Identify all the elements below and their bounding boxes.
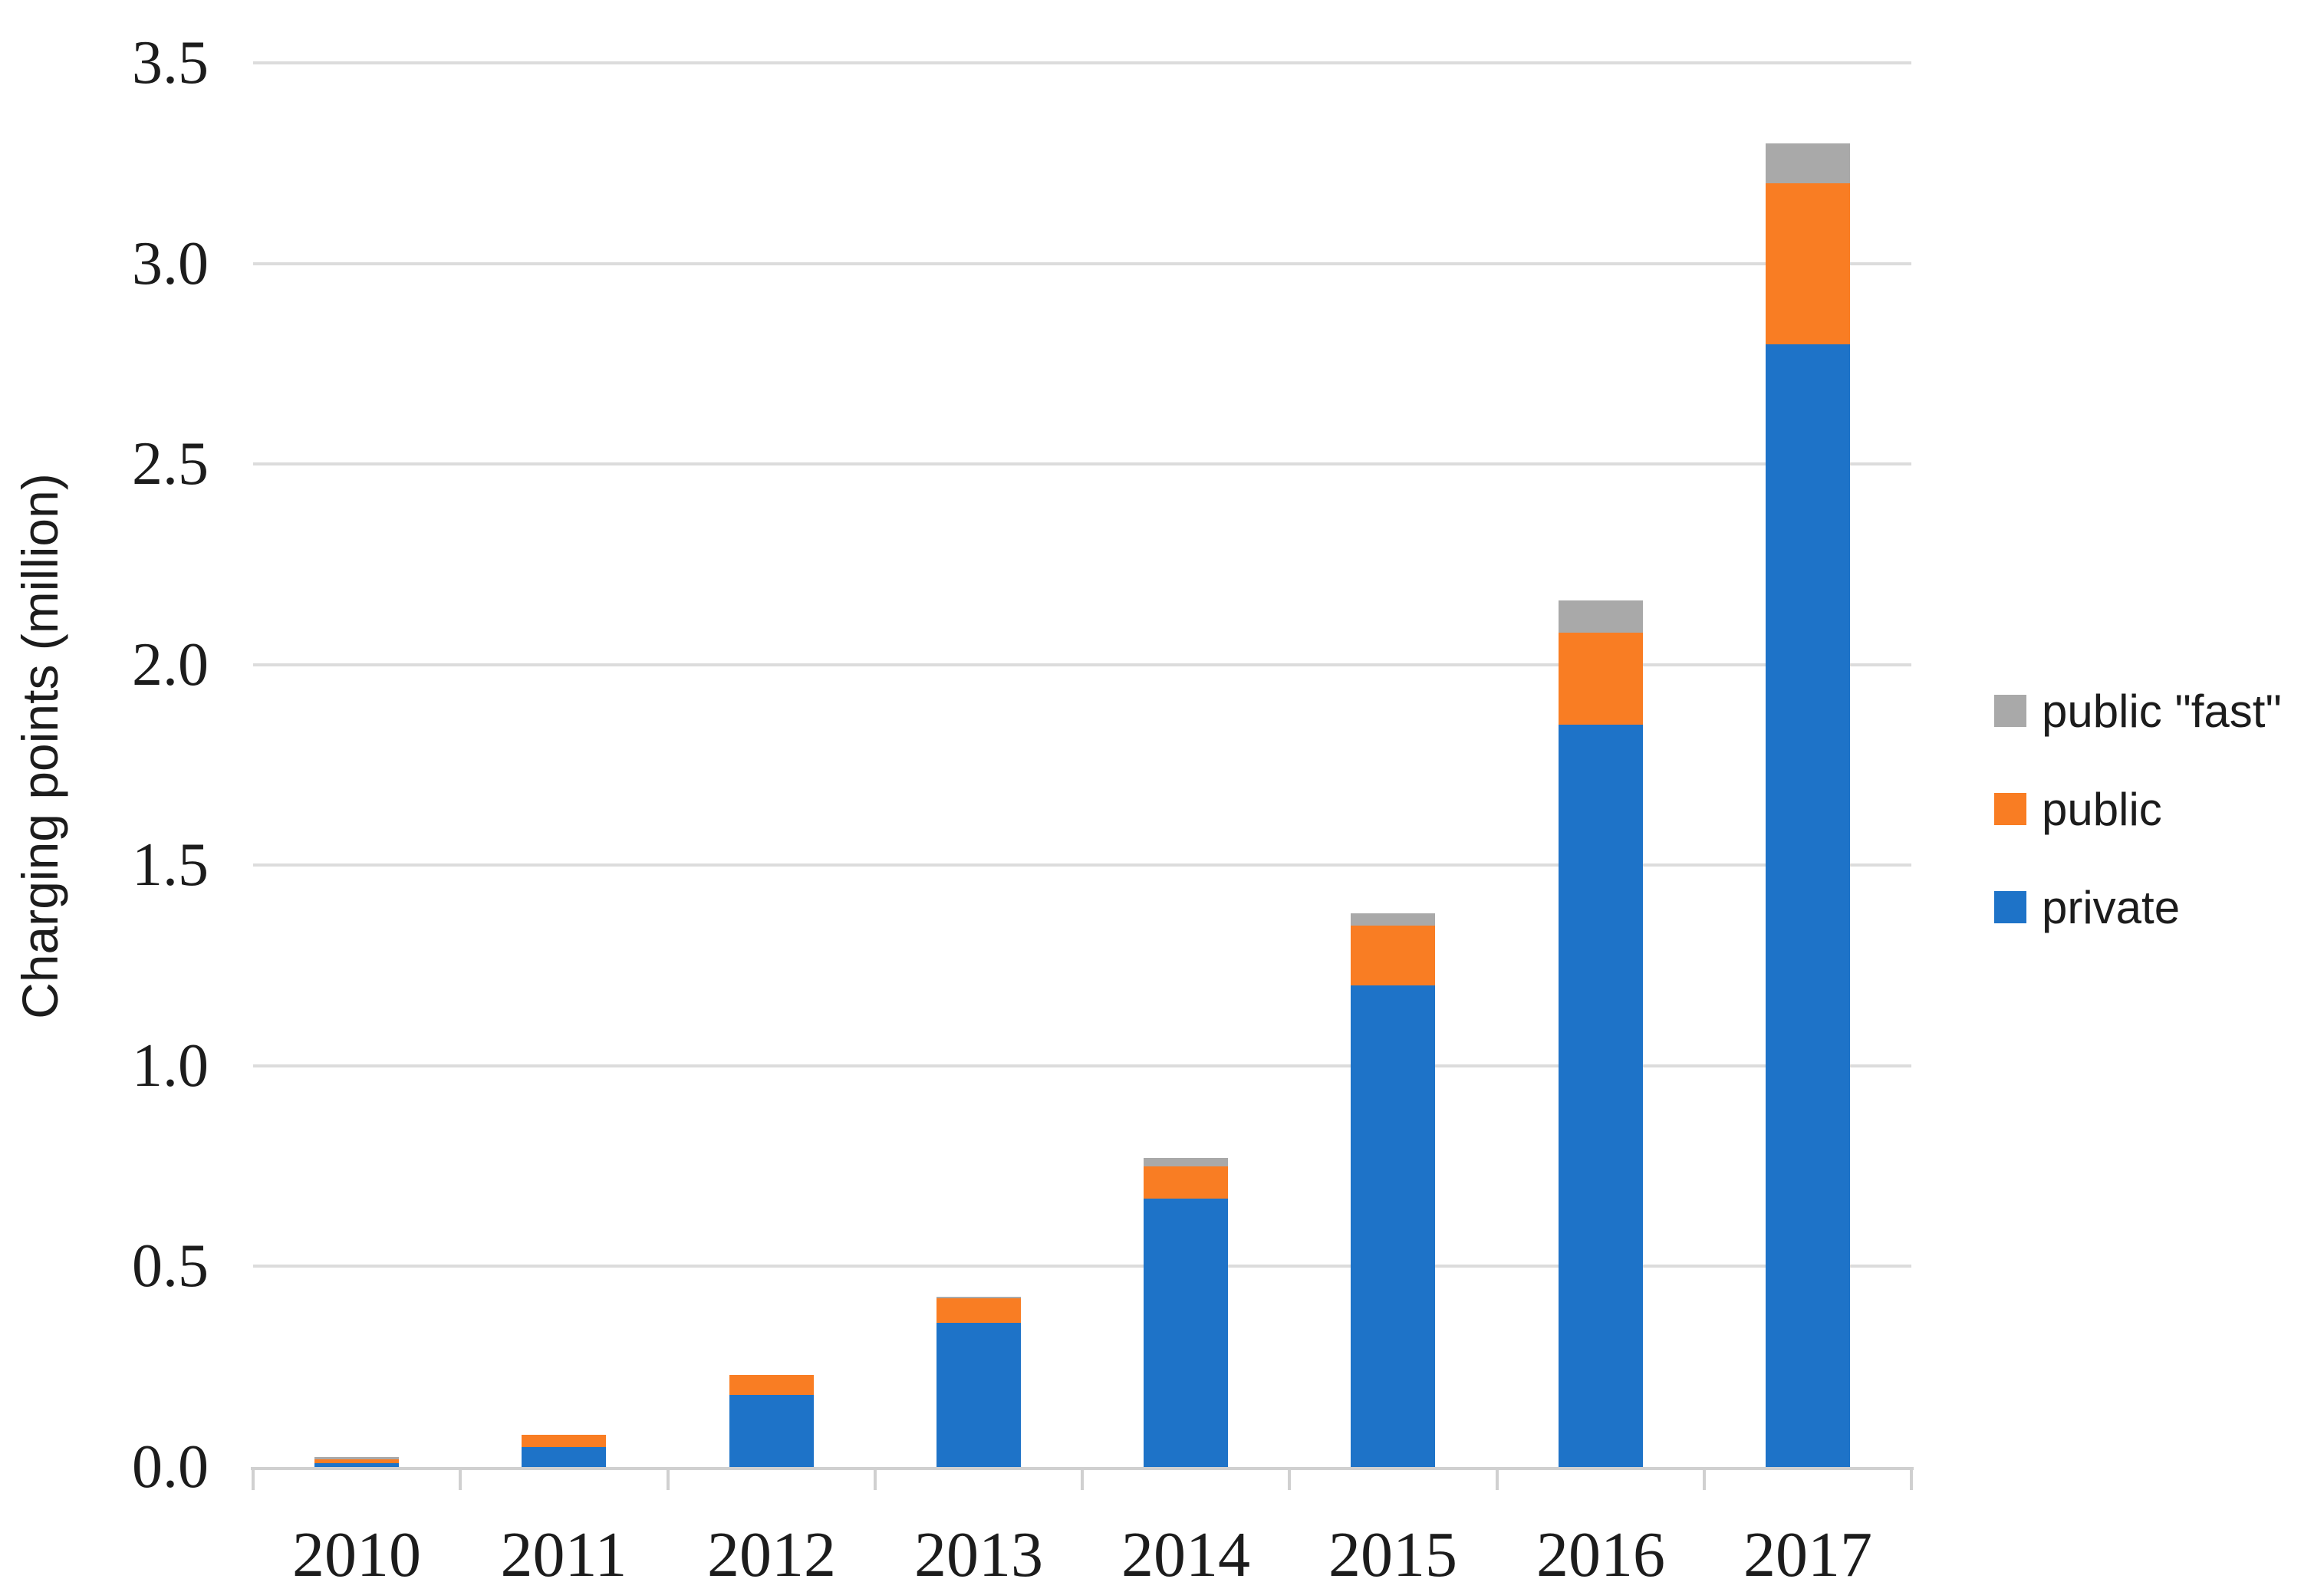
bar-2015-public: [1351, 926, 1435, 985]
bar-2014-public: [1144, 1166, 1228, 1199]
y-axis-title: Charging points (million): [12, 473, 68, 1019]
x-axis-tick: [459, 1467, 462, 1490]
gridline: [253, 61, 1911, 64]
bar-2013-private: [937, 1323, 1021, 1467]
legend-label: private: [2042, 881, 2181, 933]
bar-2015-public-fast: [1351, 913, 1435, 926]
bar-2014-public-fast: [1144, 1158, 1228, 1166]
x-axis-label-2010: 2010: [292, 1519, 421, 1590]
x-axis-label-2011: 2011: [500, 1519, 627, 1590]
x-axis-tick: [874, 1467, 877, 1490]
x-axis-tick: [1910, 1467, 1913, 1490]
x-axis-tick: [1703, 1467, 1706, 1490]
y-axis-tick-label: 3.0: [132, 230, 209, 298]
bar-2010-private: [314, 1463, 399, 1467]
bar-2017-public: [1766, 183, 1850, 344]
gridline: [253, 462, 1911, 465]
bar-2017-private: [1766, 344, 1850, 1467]
gridline: [253, 262, 1911, 265]
bar-2016-public: [1559, 633, 1643, 725]
gridline: [253, 863, 1911, 867]
bar-2011-public: [522, 1435, 606, 1447]
bar-2014-private: [1144, 1199, 1228, 1467]
x-axis-tick: [252, 1467, 255, 1490]
y-axis-tick-label: 3.5: [132, 29, 209, 97]
gridline: [253, 1064, 1911, 1067]
x-axis-tick: [1496, 1467, 1499, 1490]
bar-2013-public: [937, 1298, 1021, 1323]
gridline: [253, 663, 1911, 666]
bar-2017-public-fast: [1766, 143, 1850, 183]
x-axis-tick: [667, 1467, 670, 1490]
bar-2010-public-fast: [314, 1457, 399, 1459]
bar-2011-private: [522, 1447, 606, 1467]
bar-2013-public-fast: [937, 1297, 1021, 1298]
legend-item-public: public: [1994, 776, 2162, 842]
legend: public "fast" public private: [1994, 678, 2324, 985]
bar-2016-private: [1559, 725, 1643, 1467]
x-axis-label-2016: 2016: [1536, 1519, 1665, 1590]
x-axis-label-2015: 2015: [1328, 1519, 1457, 1590]
gridline: [253, 1265, 1911, 1268]
y-axis-tick-label: 2.5: [132, 430, 209, 498]
bar-2015-private: [1351, 985, 1435, 1467]
legend-swatch-public-icon: [1994, 793, 2026, 825]
bar-2012-private: [729, 1395, 814, 1467]
legend-swatch-public-fast-icon: [1994, 695, 2026, 727]
y-axis-tick-label: 1.5: [132, 831, 209, 899]
legend-item-private: private: [1994, 874, 2180, 940]
bar-2012-public: [729, 1375, 814, 1395]
x-axis-label-2017: 2017: [1743, 1519, 1872, 1590]
bar-2016-public-fast: [1559, 600, 1643, 633]
x-axis-label-2013: 2013: [914, 1519, 1043, 1590]
x-axis-label-2014: 2014: [1121, 1519, 1250, 1590]
x-axis-tick: [1081, 1467, 1084, 1490]
y-axis-tick-label: 2.0: [132, 631, 209, 699]
legend-item-public-fast: public "fast": [1994, 678, 2282, 744]
y-axis-tick-label: 0.5: [132, 1232, 209, 1300]
legend-swatch-private-icon: [1994, 891, 2026, 923]
y-axis-tick-label: 1.0: [132, 1032, 209, 1100]
x-axis-tick: [1288, 1467, 1291, 1490]
y-axis-tick-label: 0.0: [132, 1433, 209, 1501]
legend-label: public "fast": [2042, 685, 2282, 737]
legend-label: public: [2042, 783, 2162, 835]
x-axis-label-2012: 2012: [707, 1519, 836, 1590]
bar-2010-public: [314, 1459, 399, 1463]
